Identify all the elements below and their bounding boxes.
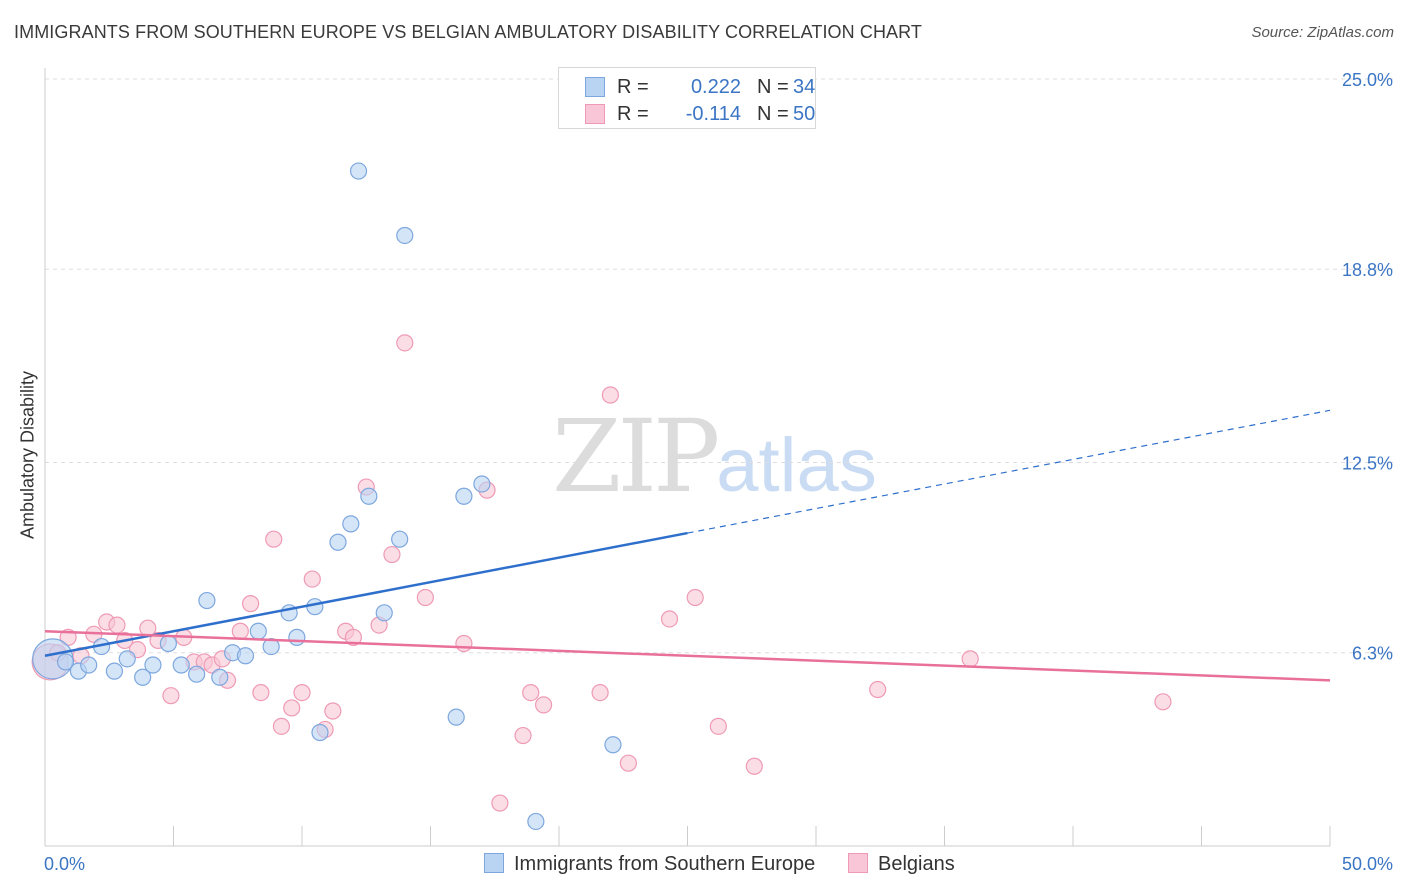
legend-n-value: 50: [793, 103, 816, 125]
belgians-point: [396, 334, 414, 352]
y-tick-label: 25.0%: [1342, 70, 1393, 90]
y-tick-label: 12.5%: [1342, 454, 1393, 474]
correlation-legend: R = 0.222 N = 34 R = -0.114 N = 50: [558, 67, 816, 129]
belgians-point: [265, 530, 283, 548]
y-tick-label: 6.3%: [1352, 644, 1393, 664]
belgians-point: [272, 717, 291, 735]
belgians-point: [1154, 693, 1172, 711]
immigrants-point: [396, 226, 414, 245]
immigrants-point: [391, 530, 409, 548]
immigrants-point: [211, 668, 229, 686]
belgians-point: [686, 588, 704, 607]
belgians-point: [416, 588, 434, 607]
immigrants-point: [249, 622, 267, 640]
y-tick-label: 18.8%: [1342, 260, 1393, 280]
legend-item-immigrants[interactable]: Immigrants from Southern Europe: [484, 852, 815, 876]
belgians-point: [252, 683, 270, 702]
belgians-point: [491, 794, 509, 812]
belgians-point: [745, 757, 763, 775]
immigrants-point: [56, 653, 75, 671]
belgians-point: [242, 595, 260, 613]
y-axis-title: Ambulatory Disability: [17, 370, 38, 540]
belgians-point: [591, 683, 609, 702]
immigrants-point: [306, 598, 324, 616]
immigrants-point: [188, 665, 206, 683]
belgians-point: [293, 683, 311, 702]
legend-swatch-pink: [848, 853, 868, 873]
legend-swatch-blue: [484, 853, 504, 873]
immigrants-point: [236, 647, 255, 665]
immigrants-point: [473, 475, 491, 493]
belgians-point: [108, 616, 126, 634]
immigrants-trendline: [44, 531, 688, 658]
belgians-point: [961, 650, 979, 668]
immigrants-point: [198, 591, 216, 610]
immigrants-point: [455, 487, 473, 505]
legend-item-belgians[interactable]: Belgians: [848, 852, 955, 876]
belgians-point: [869, 680, 887, 699]
legend-swatch-blue: [585, 77, 605, 97]
immigrants-point: [144, 656, 162, 674]
immigrants-point: [527, 812, 545, 831]
belgians-point: [162, 687, 180, 705]
belgians-point: [534, 696, 553, 714]
x-tick-label: 50.0%: [1342, 854, 1393, 874]
belgians-point: [383, 545, 401, 564]
belgians-point: [324, 702, 342, 720]
immigrants-point: [134, 668, 152, 686]
chart-title: IMMIGRANTS FROM SOUTHERN EUROPE VS BELGI…: [14, 22, 923, 42]
belgians-point: [709, 717, 727, 735]
legend-r-value: 0.222: [690, 76, 741, 98]
immigrants-trendline-extrapolated: [687, 409, 1331, 534]
immigrants-point: [105, 662, 123, 680]
belgians-point: [522, 683, 540, 702]
immigrants-point: [118, 650, 136, 668]
immigrants-point: [159, 634, 177, 653]
belgians-point: [231, 622, 249, 640]
belgians-point: [283, 699, 301, 717]
belgians-point: [601, 386, 620, 404]
immigrants-point: [375, 604, 393, 622]
immigrants-point: [329, 533, 347, 551]
belgians-point: [660, 610, 679, 628]
legend-label-immigrants: Immigrants from Southern Europe: [514, 853, 816, 875]
immigrants-point: [360, 487, 378, 505]
belgians-point: [514, 726, 532, 745]
immigrants-point: [342, 515, 360, 533]
immigrants-point: [349, 162, 368, 180]
immigrants-point: [447, 708, 465, 726]
chart-source: Source: ZipAtlas.com: [1251, 24, 1394, 41]
belgians-point: [619, 754, 637, 772]
belgians-point: [303, 570, 321, 588]
belgians-point: [455, 634, 473, 653]
legend-n-label: N =: [757, 76, 789, 98]
legend-r-label: R =: [617, 103, 649, 125]
immigrants-point: [172, 656, 190, 674]
legend-n-label: N =: [757, 103, 789, 125]
legend-swatch-pink: [585, 104, 605, 124]
immigrants-point: [311, 723, 329, 742]
legend-label-belgians: Belgians: [878, 853, 955, 875]
belgians-trendline: [44, 629, 1331, 682]
immigrants-point: [262, 637, 280, 656]
immigrants-point: [604, 736, 622, 754]
immigrants-point: [80, 656, 98, 674]
immigrants-point: [288, 628, 306, 646]
x-tick-label: 0.0%: [44, 854, 85, 874]
legend-r-value: -0.114: [685, 103, 741, 125]
legend-r-label: R =: [617, 76, 649, 98]
legend-n-value: 34: [793, 76, 816, 98]
belgians-point: [344, 628, 362, 646]
